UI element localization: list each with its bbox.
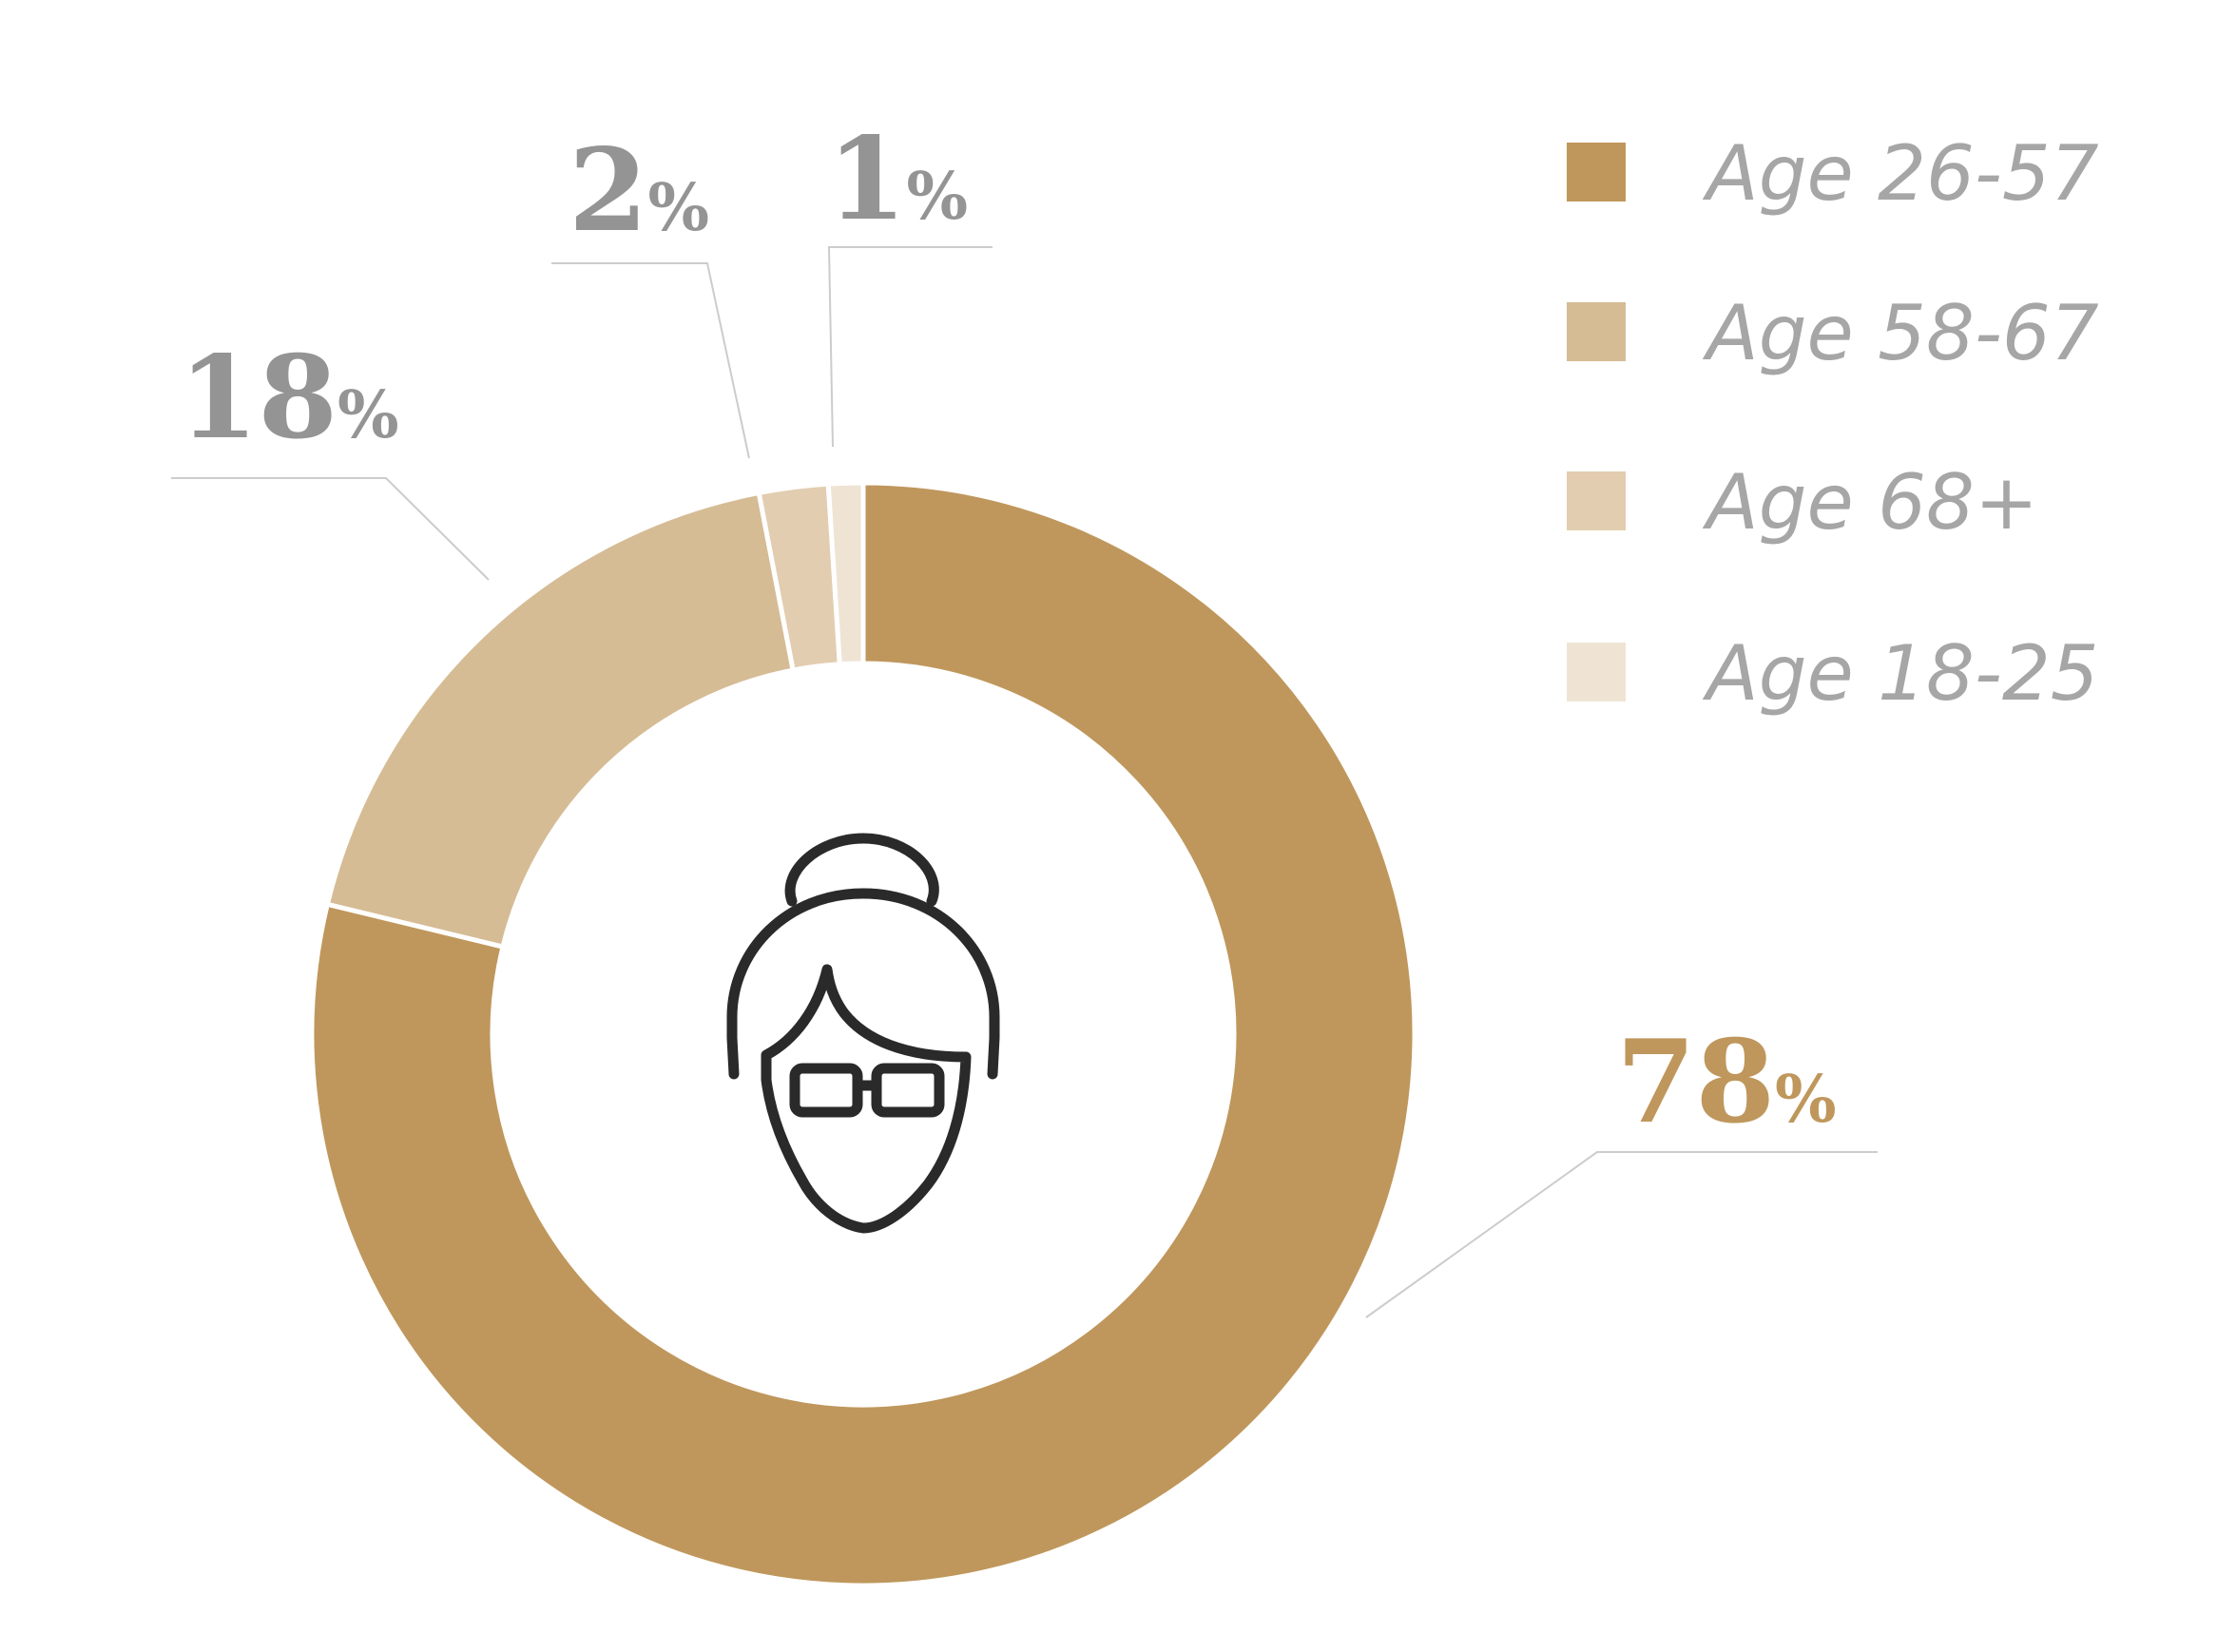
donut-slice-age-58-67 bbox=[324, 490, 797, 951]
legend-swatch-age-26-57 bbox=[1567, 143, 1626, 202]
value-label-78: 78% bbox=[1616, 1015, 1837, 1149]
value-label-18-number: 18 bbox=[179, 331, 337, 465]
elderly-woman-with-glasses-icon bbox=[726, 833, 1000, 1234]
value-label-2-percent: % bbox=[648, 170, 710, 246]
leader-lines bbox=[171, 246, 1878, 1318]
donut-slices bbox=[309, 480, 1417, 1588]
legend-label-age-26-57: Age 26-57 bbox=[1702, 129, 2099, 218]
leader-line-18 bbox=[171, 477, 490, 581]
value-label-2-number: 2 bbox=[569, 124, 648, 258]
legend-label-age-58-67: Age 58-67 bbox=[1702, 289, 2099, 377]
donut-slice-age-18-25 bbox=[825, 480, 866, 667]
leader-line-1 bbox=[827, 246, 993, 448]
legend-swatch-age-68-plus bbox=[1567, 471, 1626, 530]
donut-slice-age-26-57 bbox=[309, 480, 1417, 1588]
value-label-78-percent: % bbox=[1775, 1062, 1837, 1138]
value-label-18-percent: % bbox=[337, 377, 399, 453]
legend-swatch-age-58-67 bbox=[1567, 302, 1626, 361]
legend-label-age-18-25: Age 18-25 bbox=[1702, 629, 2099, 718]
leader-line-78 bbox=[1365, 1151, 1878, 1318]
legend-swatch-age-18-25 bbox=[1567, 643, 1626, 701]
value-label-18: 18% bbox=[179, 331, 399, 465]
value-label-1: 1% bbox=[827, 112, 968, 246]
legend-label-age-68-plus: Age 68+ bbox=[1702, 458, 2038, 547]
legend: Age 26-57 Age 58-67 Age 68+ Age 18-25 bbox=[1567, 129, 2099, 718]
value-label-78-number: 78 bbox=[1616, 1015, 1775, 1149]
leader-line-2 bbox=[551, 262, 750, 459]
value-label-1-number: 1 bbox=[827, 112, 907, 246]
value-label-2: 2% bbox=[569, 124, 709, 258]
value-label-1-percent: % bbox=[907, 159, 969, 235]
